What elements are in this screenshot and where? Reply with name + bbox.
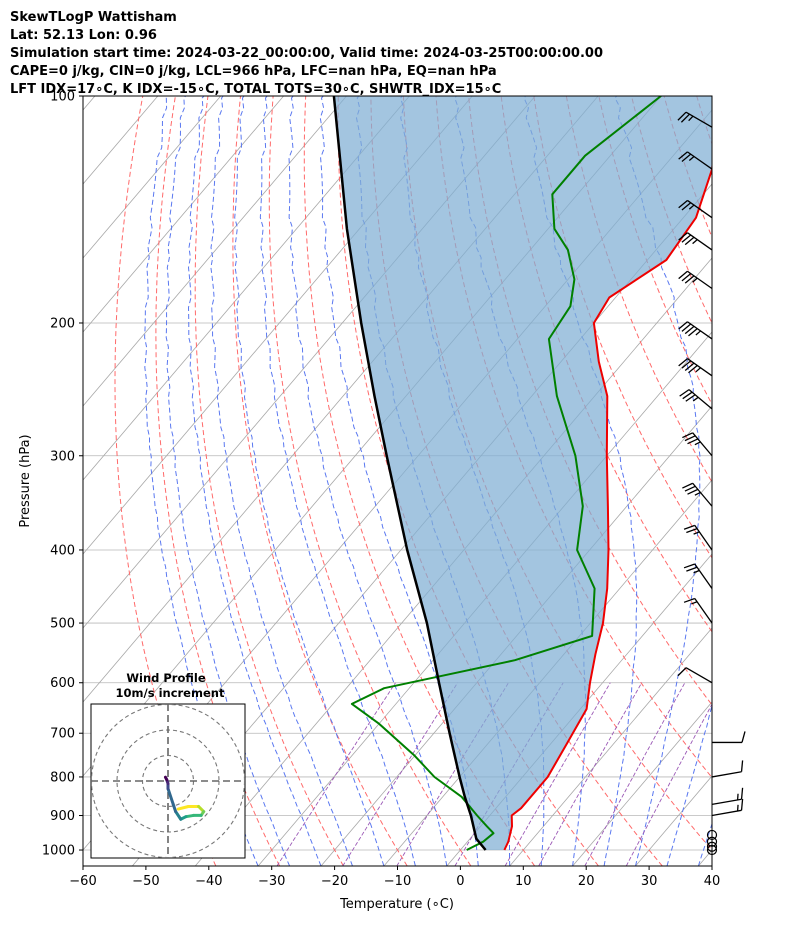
dewpoint-profile-line [350,96,662,851]
hodograph-subtitle: 10m/s increment [116,686,225,700]
y-tick-label: 1000 [42,844,75,859]
dry-adiabat-line [663,96,712,239]
wind-barb [678,232,713,251]
wind-barb [678,358,713,377]
moist-adiabat-line [730,96,794,866]
moist-adiabat-line [210,96,353,866]
x-tick-label: −10 [384,874,411,889]
moist-adiabat-line [697,822,712,866]
isotherm-line [698,849,712,866]
dry-adiabat-line [232,96,408,866]
chart-profiles [332,96,712,851]
isotherm-line [83,96,347,407]
stability-indices: LFT IDX=17∘C, K IDX=-15∘C, TOTAL TOTS=30… [10,82,502,97]
chart-header: SkewTLogP Wattisham Lat: 52.13 Lon: 0.96… [10,9,780,99]
dry-adiabat-line [762,96,794,866]
isotherm-line [572,701,712,866]
moist-adiabat-line [234,96,385,866]
x-tick-label: −60 [69,874,96,889]
y-tick-label: 300 [50,449,75,464]
moist-adiabat-line [259,96,416,866]
wind-barb [677,111,713,128]
isotherm-line [320,405,712,866]
wind-barb [683,597,713,624]
dry-adiabat-line [435,96,712,779]
simulation-times: Simulation start time: 2024-03-22_00:00:… [10,46,603,61]
isotherm-line [83,96,284,333]
wind-barb [711,798,744,817]
station-coordinates: Lat: 52.13 Lon: 0.96 [10,28,157,43]
wind-barb [679,389,713,410]
hodograph-inset: Wind Profile 10m/s increment [90,671,246,859]
wind-barb [682,432,713,457]
mixing-ratio-line [504,682,611,866]
hodograph-trace-segment [163,775,169,782]
y-tick-label: 400 [50,543,75,558]
hodograph-trace-segment [176,805,190,811]
y-tick-label: 900 [50,809,75,824]
x-tick-label: −50 [132,874,159,889]
y-tick-label: 600 [50,676,75,691]
wind-barb [683,524,713,551]
moist-adiabat-line [288,96,448,866]
y-tick-label: 800 [50,770,75,785]
x-tick-label: 10 [515,874,532,889]
hodograph-title: Wind Profile [126,671,206,685]
x-tick-label: 30 [641,874,658,889]
x-tick-label: −30 [258,874,285,889]
dry-adiabat-line [194,96,344,866]
isotherm-line [83,96,96,111]
dry-adiabat-line [729,96,794,866]
x-tick-label: 20 [578,874,595,889]
wind-barb [678,270,713,290]
y-tick-label: 200 [50,316,75,331]
x-tick-label: −40 [195,874,222,889]
wind-barb [677,667,713,684]
isotherm-line [509,627,712,866]
y-tick-label: 700 [50,727,75,742]
isotherm-line [83,96,222,259]
temperature-profile-line [503,160,712,851]
hodograph-trace-segment [174,810,183,821]
hodograph-trace-segment [166,787,175,806]
wind-barb [678,199,713,219]
wind-barbs [677,111,746,856]
mixing-ratio-line [538,682,643,866]
dry-adiabat-line [268,96,472,866]
x-axis-label: Temperature (∘C) [339,897,454,912]
dry-adiabat-line [155,96,281,866]
convective-parameters: CAPE=0 j/kg, CIN=0 j/kg, LCL=966 hPa, LF… [10,64,497,79]
chart-axes: −60 −50 −40 −30 −20 −10 0 10 20 30 40 100 200 300 400 5… [42,90,720,890]
mixing-ratio-line [625,703,712,866]
y-tick-label: 100 [50,90,75,105]
wind-barb [682,482,713,507]
wind-barb [711,787,744,806]
wind-barb [678,321,713,340]
wind-barb [711,760,744,778]
mixing-ratio-line [276,682,396,866]
wind-barb [678,151,713,170]
x-tick-label: −20 [321,874,348,889]
wind-barb [683,563,713,589]
mixing-ratio-line [584,682,686,866]
moist-adiabat-line [187,96,322,866]
isotherm-line [83,96,410,481]
y-tick-label: 500 [50,617,75,632]
chart-title: SkewTLogP Wattisham [10,10,177,25]
mixing-ratio-line [342,682,458,866]
isotherm-line [761,96,794,866]
y-axis-label: Pressure (hPa) [18,434,33,527]
parcel-path-line [332,96,487,851]
x-tick-label: 40 [704,874,721,889]
wind-barb [712,731,746,744]
x-tick-label: 0 [456,874,464,889]
cin-shading [333,96,712,850]
